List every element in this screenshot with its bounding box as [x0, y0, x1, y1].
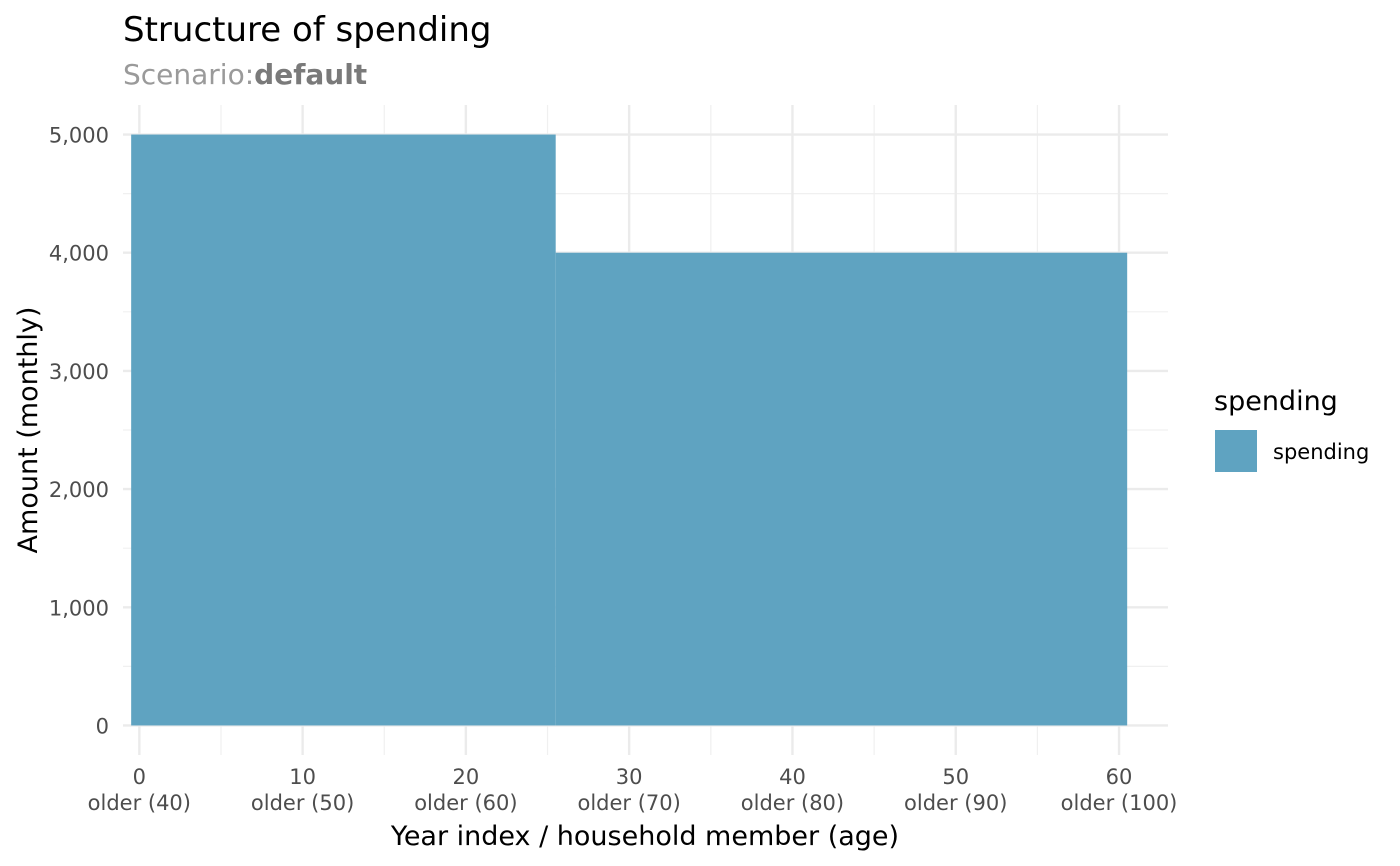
- subtitle-value: default: [254, 58, 367, 91]
- x-tick-sublabel: older (90): [904, 791, 1007, 815]
- legend: spending spending: [1214, 386, 1369, 472]
- y-tick-label: 0: [96, 714, 109, 738]
- y-axis-ticks: 0 1,000 2,000 3,000 4,000 5,000: [49, 124, 109, 739]
- x-tick-sublabel: older (50): [251, 791, 354, 815]
- plot-data: [131, 134, 1128, 726]
- legend-key-spending: [1215, 430, 1257, 472]
- chart-subtitle: Scenario:default: [123, 58, 367, 91]
- x-tick-label: 50: [942, 765, 969, 789]
- spending-bar-0: [131, 134, 556, 726]
- y-axis-title: Amount (monthly): [13, 307, 44, 554]
- x-tick-label: 0: [133, 765, 146, 789]
- x-tick-label: 20: [453, 765, 480, 789]
- legend-label-spending: spending: [1273, 440, 1369, 464]
- x-axis-title: Year index / household member (age): [390, 821, 899, 852]
- x-tick-sublabel: older (60): [414, 791, 517, 815]
- y-tick-label: 2,000: [49, 478, 109, 502]
- x-tick-sublabel: older (40): [88, 791, 191, 815]
- x-tick-sublabel: older (80): [741, 791, 844, 815]
- legend-title: spending: [1214, 386, 1338, 417]
- x-tick-label: 30: [616, 765, 643, 789]
- x-tick-label: 40: [779, 765, 806, 789]
- y-tick-label: 5,000: [49, 124, 109, 148]
- spending-bar-1: [555, 252, 1128, 726]
- subtitle-label: Scenario:: [123, 58, 254, 91]
- x-tick-label: 10: [289, 765, 316, 789]
- y-tick-label: 4,000: [49, 242, 109, 266]
- x-tick-sublabel: older (100): [1061, 791, 1178, 815]
- x-tick-label: 60: [1106, 765, 1133, 789]
- x-tick-sublabel: older (70): [577, 791, 680, 815]
- chart-title: Structure of spending: [123, 10, 491, 50]
- y-tick-label: 1,000: [49, 596, 109, 620]
- y-tick-label: 3,000: [49, 360, 109, 384]
